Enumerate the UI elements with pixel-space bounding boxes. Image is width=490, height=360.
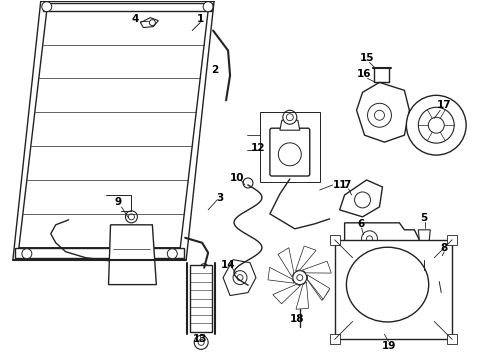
Circle shape [434,272,444,282]
Text: 11: 11 [332,180,347,190]
Circle shape [286,114,294,121]
Text: 19: 19 [382,341,396,351]
Polygon shape [268,267,294,283]
Text: 17: 17 [437,100,452,110]
Polygon shape [141,18,158,28]
Text: 3: 3 [217,193,224,203]
Polygon shape [307,275,330,299]
Circle shape [278,143,301,166]
Polygon shape [296,282,309,309]
Bar [330,334,340,345]
Circle shape [194,336,208,349]
Text: 1: 1 [196,14,204,24]
Text: 18: 18 [290,314,304,324]
Circle shape [406,95,466,155]
Circle shape [374,110,385,120]
Circle shape [22,249,32,259]
Ellipse shape [346,247,429,322]
Circle shape [418,107,454,143]
Text: 10: 10 [230,173,245,183]
Circle shape [203,2,213,12]
Polygon shape [344,223,419,255]
Bar [447,235,457,245]
Circle shape [233,271,247,285]
Text: 8: 8 [441,243,448,253]
Circle shape [293,271,307,285]
Text: 13: 13 [193,334,207,345]
Circle shape [167,249,177,259]
Polygon shape [273,284,300,304]
Circle shape [198,339,204,345]
Circle shape [200,264,208,272]
FancyBboxPatch shape [270,128,310,176]
Text: 12: 12 [251,143,265,153]
Circle shape [237,275,243,280]
Text: 9: 9 [115,197,122,207]
Polygon shape [357,82,409,142]
Polygon shape [340,180,383,217]
Circle shape [42,2,52,12]
Bar [330,235,340,245]
Circle shape [128,214,134,220]
Polygon shape [223,260,256,296]
Polygon shape [433,255,445,273]
Circle shape [367,236,372,242]
Bar [260,112,319,182]
Polygon shape [43,3,212,11]
Text: 16: 16 [357,69,372,80]
Polygon shape [302,261,331,273]
Circle shape [419,250,429,260]
Circle shape [362,231,377,247]
Circle shape [283,110,297,124]
Bar [335,240,452,339]
Polygon shape [278,248,294,277]
Circle shape [149,20,155,26]
Polygon shape [295,246,316,271]
Circle shape [368,103,392,127]
Polygon shape [307,275,329,301]
Circle shape [125,211,137,223]
Circle shape [355,192,370,208]
Bar [190,265,212,332]
Circle shape [428,117,444,133]
Text: 6: 6 [357,219,364,229]
Circle shape [297,275,303,280]
Polygon shape [418,230,430,250]
Polygon shape [15,248,184,258]
Text: 7: 7 [343,180,350,190]
Polygon shape [280,120,300,130]
Text: 14: 14 [221,260,235,270]
Text: 2: 2 [212,66,219,76]
Text: 4: 4 [132,14,139,24]
Polygon shape [19,11,208,248]
Text: 15: 15 [360,54,375,63]
Bar [447,334,457,345]
Polygon shape [108,225,156,285]
Text: 5: 5 [421,213,428,223]
Circle shape [243,178,253,188]
